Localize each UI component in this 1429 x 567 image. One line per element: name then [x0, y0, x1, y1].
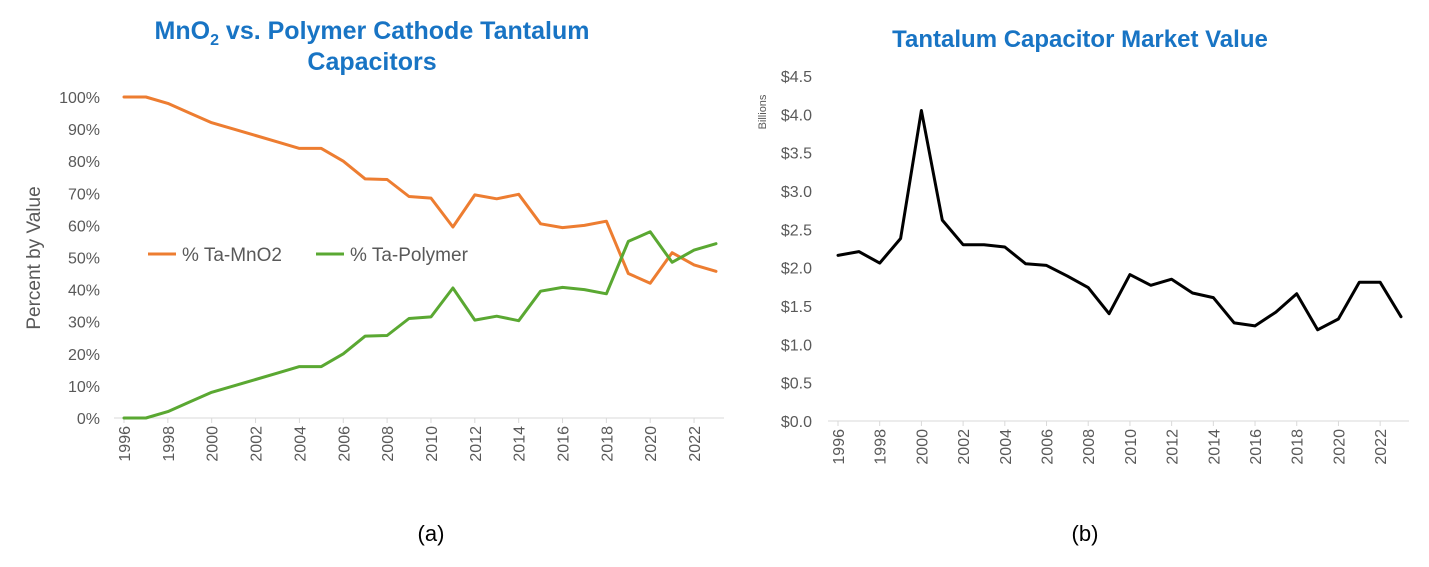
- chart-a-x-tick-label: 2018: [599, 426, 616, 462]
- chart-a-y-tick-label: 60%: [68, 218, 100, 235]
- chart-a-x-tick-label: 2016: [556, 426, 573, 462]
- chart-b-x-tick-label: 2014: [1206, 429, 1223, 465]
- chart-a-y-axis-title: Percent by Value: [24, 186, 45, 329]
- chart-a-x-tick-label: 2002: [249, 426, 266, 462]
- chart-b-x-tick-label: 2016: [1248, 429, 1265, 465]
- chart-a-x-tick-label: 2004: [292, 426, 309, 462]
- chart-b-x-tick-label: 2018: [1290, 429, 1307, 465]
- chart-a-x-tick-label: 2010: [424, 426, 441, 462]
- chart-b-y-tick-label: $2.0: [781, 261, 812, 278]
- chart-b-series: [836, 109, 1403, 332]
- chart-b-caption: (b): [1072, 521, 1099, 546]
- chart-a-x-tick-label: 2014: [512, 426, 529, 462]
- chart-b-y-tick-label: $2.5: [781, 222, 812, 239]
- chart-a: MnO2 vs. Polymer Cathode Tantalum Capaci…: [24, 17, 724, 546]
- chart-b-x-tick-label: 2012: [1165, 429, 1182, 465]
- chart-a-x-ticks: 1996 1998 2000 2002 2004 2006 2008 2010 2012 2014…: [117, 418, 704, 462]
- chart-a-y-tick-label: 40%: [68, 283, 100, 300]
- chart-a-y-tick-label: 20%: [68, 347, 100, 364]
- chart-a-y-tick-label: 30%: [68, 315, 100, 332]
- chart-b-y-ticks: $0.0 $0.5 $1.0 $1.5 $2.0 $2.5 $3.0 $3.5 $4.0 $4.5: [781, 69, 812, 431]
- chart-b-y-tick-label: $3.5: [781, 146, 812, 163]
- chart-a-x-tick-label: 2000: [205, 426, 222, 462]
- chart-b-y-tick-label: $4.5: [781, 69, 812, 86]
- chart-a-y-tick-label: 50%: [68, 251, 100, 268]
- chart-a-y-tick-label: 100%: [59, 90, 100, 107]
- chart-b-x-tick-label: 2010: [1123, 429, 1140, 465]
- chart-b-x-tick-label: 2022: [1373, 429, 1390, 465]
- chart-b-x-tick-label: 2002: [956, 429, 973, 465]
- chart-b-x-tick-label: 2008: [1081, 429, 1098, 465]
- chart-b-y-axis-title: Billions: [757, 94, 769, 129]
- chart-b-y-tick-label: $1.5: [781, 299, 812, 316]
- chart-a-y-tick-label: 0%: [77, 411, 100, 428]
- chart-a-y-tick-label: 80%: [68, 154, 100, 171]
- chart-a-x-tick-label: 2012: [468, 426, 485, 462]
- chart-a-y-tick-label: 90%: [68, 122, 100, 139]
- chart-b-x-tick-label: 2020: [1331, 429, 1348, 465]
- chart-b: Tantalum Capacitor Market Value Billions…: [757, 26, 1409, 546]
- chart-b-x-tick-label: 2004: [998, 429, 1015, 465]
- chart-b-y-tick-label: $3.0: [781, 184, 812, 201]
- chart-a-title-line1: MnO2 vs. Polymer Cathode Tantalum: [155, 17, 590, 49]
- chart-b-y-tick-label: $4.0: [781, 107, 812, 124]
- chart-a-x-tick-label: 2006: [336, 426, 353, 462]
- chart-a-title-line2: Capacitors: [307, 48, 436, 76]
- chart-a-series-line-0: [122, 95, 718, 285]
- chart-b-x-tick-label: 1996: [831, 429, 848, 465]
- chart-b-x-tick-label: 2000: [914, 429, 931, 465]
- chart-a-series: [122, 95, 718, 420]
- chart-a-y-tick-label: 70%: [68, 186, 100, 203]
- chart-a-x-tick-label: 1998: [161, 426, 178, 462]
- chart-a-legend: % Ta-MnO2 % Ta-Polymer: [148, 245, 469, 266]
- chart-a-y-tick-label: 10%: [68, 379, 100, 396]
- chart-a-x-tick-label: 1996: [117, 426, 134, 462]
- chart-b-y-tick-label: $0.0: [781, 414, 812, 431]
- chart-b-y-tick-label: $1.0: [781, 337, 812, 354]
- chart-a-y-ticks: 0% 10% 20% 30% 40% 50% 60% 70% 80% 90% 100%: [59, 90, 100, 428]
- chart-b-x-tick-label: 1998: [873, 429, 890, 465]
- chart-b-series-line-0: [836, 109, 1403, 332]
- chart-b-x-tick-label: 2006: [1040, 429, 1057, 465]
- chart-b-y-tick-label: $0.5: [781, 376, 812, 393]
- chart-a-x-tick-label: 2020: [643, 426, 660, 462]
- legend-label-mno2: % Ta-MnO2: [182, 245, 282, 266]
- legend-label-polymer: % Ta-Polymer: [350, 245, 469, 266]
- chart-a-caption: (a): [418, 521, 445, 546]
- chart-b-x-ticks: 1996 1998 2000 2002 2004 2006 2008 2010 2012 2014…: [831, 421, 1390, 465]
- chart-b-title: Tantalum Capacitor Market Value: [892, 26, 1268, 53]
- chart-a-series-line-1: [122, 230, 718, 420]
- chart-a-x-tick-label: 2008: [380, 426, 397, 462]
- chart-a-x-tick-label: 2022: [687, 426, 704, 462]
